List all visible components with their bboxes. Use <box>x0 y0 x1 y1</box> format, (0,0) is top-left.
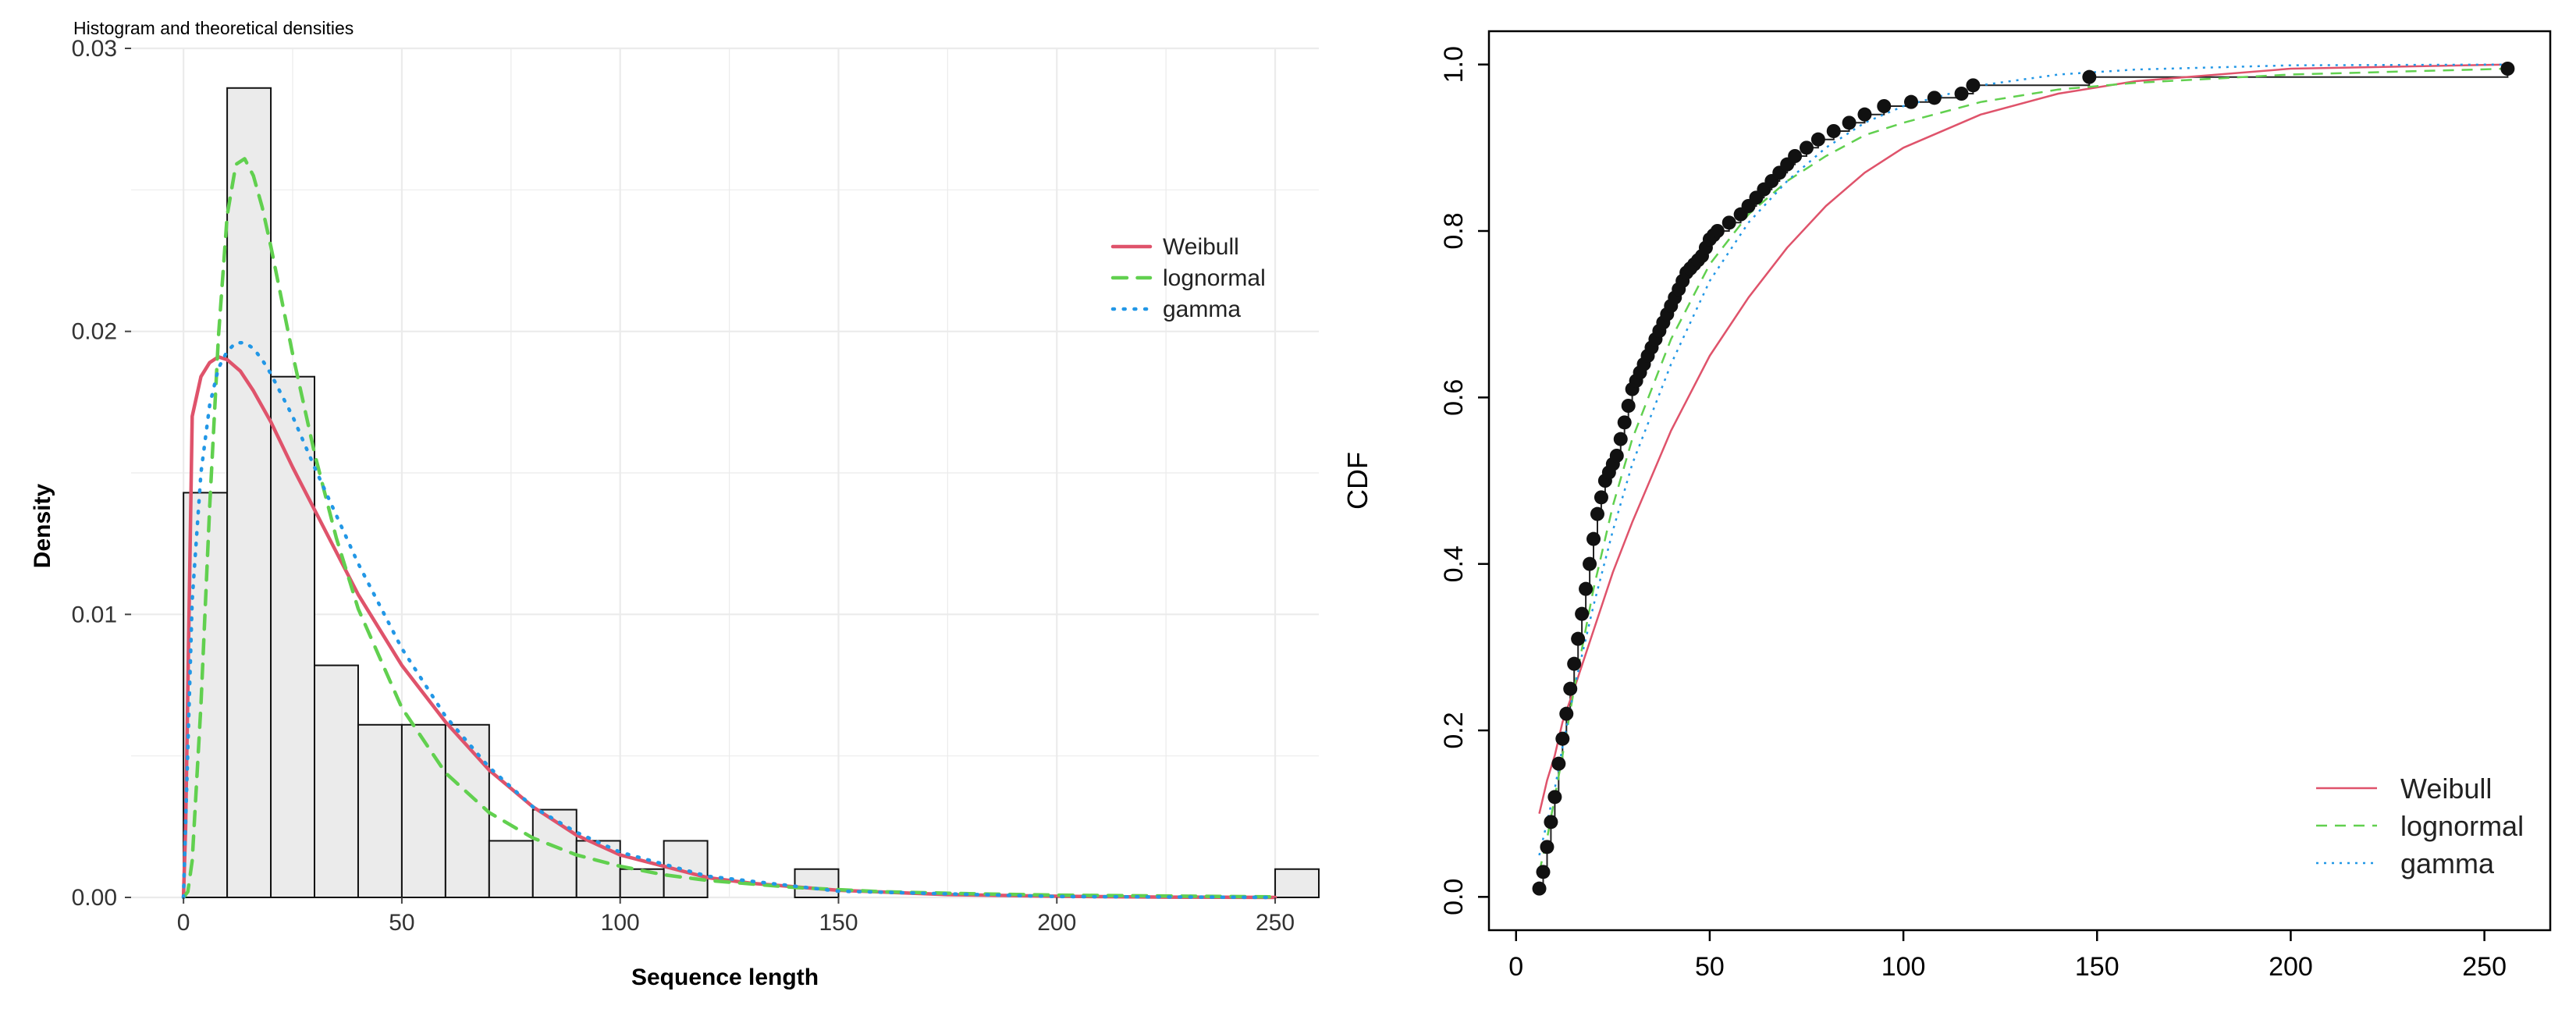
empirical-cdf-point <box>1532 881 1547 896</box>
legend: Weibull lognormal gamma <box>1110 234 1266 322</box>
lognormal-cdf-line <box>1538 67 2508 872</box>
legend-label-weibull: Weibull <box>1163 234 1239 260</box>
x-tick-label: 200 <box>2269 952 2313 982</box>
empirical-cdf-point <box>1904 94 1919 109</box>
chart-title: Histogram and theoretical densities <box>73 18 354 38</box>
histogram-bar <box>314 664 359 898</box>
histogram-bar <box>488 840 534 899</box>
legend-label-gamma: gamma <box>2400 847 2495 879</box>
histogram-bar <box>575 840 621 899</box>
gamma-cdf-line <box>1538 63 2508 856</box>
x-axis-label: Sequence length <box>631 965 819 990</box>
legend-label-lognormal: lognormal <box>2400 810 2524 842</box>
empirical-cdf-point <box>1594 490 1608 505</box>
empirical-cdf-point <box>1609 449 1624 463</box>
legend-label-gamma: gamma <box>1163 297 1241 322</box>
empirical-cdf-point <box>1613 432 1628 446</box>
plot-frame <box>1487 30 2552 932</box>
histogram-bar <box>1274 868 1320 898</box>
histogram-bar <box>357 723 403 898</box>
legend: Weibull lognormal gamma <box>2316 773 2524 879</box>
empirical-cdf-point <box>1583 556 1597 571</box>
empirical-cdf-steps <box>1539 69 2509 890</box>
histogram-bar <box>444 723 490 898</box>
legend-label-lognormal: lognormal <box>1163 265 1266 291</box>
histogram-bar <box>794 868 840 898</box>
histogram-bar <box>400 723 446 898</box>
empirical-cdf-point <box>1617 415 1632 430</box>
empirical-cdf-point <box>1927 91 1942 105</box>
empirical-cdf-point <box>1954 87 1969 101</box>
y-tick-label: 0.01 <box>72 602 117 627</box>
y-axis-ticks: 0.00 0.01 0.02 0.03 <box>72 36 131 911</box>
x-tick-label: 0 <box>1508 952 1523 982</box>
empirical-cdf-point <box>1721 215 1736 230</box>
y-tick-label: 0.8 <box>1439 212 1469 249</box>
empirical-cdf-point <box>1544 815 1558 830</box>
weibull-cdf-line <box>1538 63 2508 814</box>
histogram-panel: 0 50 100 150 200 250 0.00 0.01 0.02 0.03 Histogr… <box>30 18 1320 990</box>
empirical-cdf-point <box>1877 99 1892 113</box>
x-tick-label: 100 <box>601 910 640 936</box>
density-curves <box>181 157 1277 900</box>
empirical-cdf-point <box>2082 69 2097 84</box>
empirical-cdf-point <box>1966 78 1981 93</box>
histogram-bars <box>183 87 1320 899</box>
empirical-cdf-point <box>1579 581 1594 596</box>
empirical-cdf-point <box>1800 140 1814 155</box>
y-tick-label: 0.2 <box>1439 712 1469 748</box>
y-tick-label: 0.02 <box>72 319 117 345</box>
histogram-bar <box>270 375 316 898</box>
empirical-cdf-point <box>2500 62 2515 76</box>
y-tick-label: 0.0 <box>1439 879 1469 915</box>
empirical-cdf-point <box>1826 124 1841 138</box>
empirical-cdf-point <box>1575 606 1590 621</box>
x-axis-ticks: 0 50 100 150 200 250 <box>1508 930 2507 982</box>
gamma-density-line <box>181 340 1277 900</box>
empirical-cdf-point <box>1857 107 1872 122</box>
empirical-cdf-point <box>1590 506 1604 521</box>
cdf-panel: 0 50 100 150 200 250 0.0 0.2 0.4 0.6 0.8 1.0 CDF W… <box>1341 30 2552 982</box>
x-tick-label: 100 <box>1881 952 1926 982</box>
y-tick-label: 0.03 <box>72 36 117 62</box>
empirical-cdf-point <box>1563 681 1578 696</box>
empirical-cdf-point <box>1547 790 1562 805</box>
x-tick-label: 200 <box>1037 910 1076 936</box>
x-tick-label: 50 <box>1695 952 1725 982</box>
x-tick-label: 250 <box>1256 910 1295 936</box>
empirical-cdf-points <box>1532 62 2515 896</box>
empirical-cdf-point <box>1571 631 1586 646</box>
empirical-cdf-step-line <box>1539 69 2509 890</box>
cdf-curves <box>1538 63 2508 872</box>
y-tick-label: 0.4 <box>1439 545 1469 582</box>
x-tick-label: 0 <box>177 910 190 936</box>
y-axis-ticks: 0.0 0.2 0.4 0.6 0.8 1.0 <box>1439 46 1489 915</box>
empirical-cdf-point <box>1788 149 1803 163</box>
empirical-cdf-point <box>1567 656 1582 671</box>
x-tick-label: 150 <box>2075 952 2119 982</box>
lognormal-density-line <box>181 157 1277 900</box>
empirical-cdf-point <box>1555 731 1570 746</box>
y-axis-label: CDF <box>1341 452 1373 510</box>
empirical-cdf-point <box>1551 756 1566 771</box>
x-tick-label: 150 <box>819 910 858 936</box>
y-axis-label: Density <box>30 484 55 569</box>
empirical-cdf-point <box>1810 132 1825 147</box>
legend-label-weibull: Weibull <box>2400 773 2492 805</box>
y-tick-label: 0.6 <box>1439 379 1469 416</box>
y-tick-label: 0.00 <box>72 885 117 911</box>
empirical-cdf-point <box>1621 399 1636 413</box>
empirical-cdf-point <box>1540 840 1554 854</box>
y-tick-label: 1.0 <box>1439 46 1469 83</box>
empirical-cdf-point <box>1586 531 1601 546</box>
x-axis-ticks: 0 50 100 150 200 250 <box>177 897 1295 936</box>
empirical-cdf-point <box>1842 115 1856 130</box>
x-tick-label: 250 <box>2462 952 2507 982</box>
x-tick-label: 50 <box>389 910 414 936</box>
empirical-cdf-point <box>1710 224 1725 238</box>
empirical-cdf-point <box>1559 706 1574 721</box>
empirical-cdf-point <box>1536 865 1551 879</box>
